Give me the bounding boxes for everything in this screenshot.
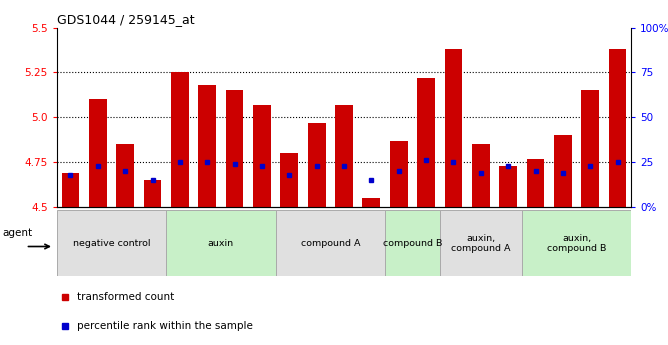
Bar bbox=[335, 105, 353, 207]
Bar bbox=[440, 210, 522, 276]
Bar bbox=[418, 78, 435, 207]
Text: transformed count: transformed count bbox=[77, 292, 174, 302]
Bar bbox=[522, 210, 631, 276]
Text: auxin,
compound B: auxin, compound B bbox=[547, 234, 607, 253]
Bar bbox=[609, 49, 627, 207]
Bar bbox=[144, 180, 162, 207]
Text: compound B: compound B bbox=[383, 239, 442, 248]
Bar bbox=[166, 210, 276, 276]
Bar bbox=[526, 159, 544, 207]
Bar bbox=[385, 210, 440, 276]
Bar bbox=[363, 198, 380, 207]
Text: compound A: compound A bbox=[301, 239, 360, 248]
Bar bbox=[281, 153, 298, 207]
Bar bbox=[554, 135, 572, 207]
Text: auxin,
compound A: auxin, compound A bbox=[451, 234, 510, 253]
Bar bbox=[499, 166, 517, 207]
Bar bbox=[171, 72, 189, 207]
Text: agent: agent bbox=[3, 228, 33, 238]
Bar bbox=[390, 141, 407, 207]
Bar bbox=[581, 90, 599, 207]
Bar bbox=[116, 144, 134, 207]
Bar bbox=[472, 144, 490, 207]
Bar bbox=[89, 99, 107, 207]
Bar bbox=[57, 210, 166, 276]
Bar bbox=[198, 85, 216, 207]
Bar bbox=[61, 173, 79, 207]
Text: auxin: auxin bbox=[208, 239, 234, 248]
Bar bbox=[445, 49, 462, 207]
Bar bbox=[308, 123, 325, 207]
Text: GDS1044 / 259145_at: GDS1044 / 259145_at bbox=[57, 13, 194, 27]
Bar bbox=[226, 90, 243, 207]
Bar bbox=[253, 105, 271, 207]
Text: negative control: negative control bbox=[73, 239, 150, 248]
Text: percentile rank within the sample: percentile rank within the sample bbox=[77, 321, 253, 331]
Bar bbox=[276, 210, 385, 276]
